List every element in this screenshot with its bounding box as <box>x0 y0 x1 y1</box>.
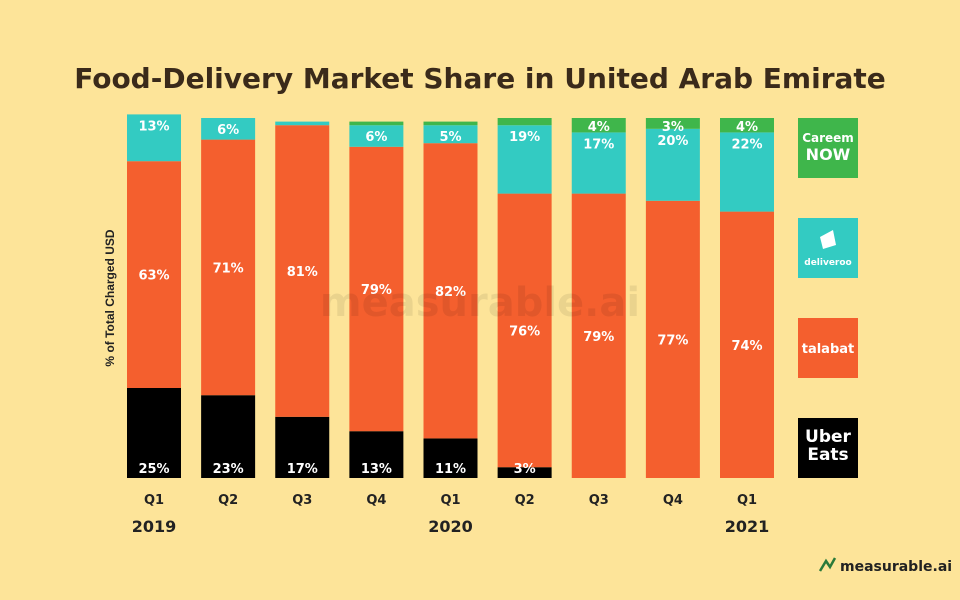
segment-label-ubereats-1: 23% <box>213 462 244 477</box>
bar-segment-deliveroo-4 <box>423 125 478 144</box>
bar-segment-careem-6 <box>571 118 626 133</box>
bar-segment-talabat-2 <box>275 125 330 417</box>
segment-label-deliveroo-1: 6% <box>217 123 239 138</box>
legend-swatch <box>798 418 858 478</box>
bar-segment-ubereats-0 <box>127 388 181 478</box>
x-tick-label-5: Q2 <box>515 493 535 508</box>
bars-group <box>127 114 774 479</box>
segment-label-deliveroo-3: 6% <box>365 130 387 145</box>
x-axis-labels-group: Q1 Q2 Q3 Q4 Q1 Q2 Q3 Q4 Q1 2019 2020 2021 <box>132 493 770 536</box>
x-tick-label-7: Q4 <box>663 493 683 508</box>
bar-segment-talabat-1 <box>201 139 256 396</box>
bar-segment-ubereats-2 <box>275 416 330 478</box>
deliveroo-kangaroo-icon <box>820 230 836 249</box>
bar-segment-ubereats-3 <box>349 431 404 478</box>
year-label-2021: 2021 <box>725 517 770 536</box>
bar-segment-talabat-5 <box>497 193 552 468</box>
segment-label-talabat-7: 77% <box>657 333 688 348</box>
measurable-logo-icon <box>818 557 837 572</box>
bar-segment-careem-5 <box>497 118 552 126</box>
segment-label-talabat-4: 82% <box>435 285 466 300</box>
bar-segment-careem-7 <box>645 118 700 129</box>
segment-label-talabat-3: 79% <box>361 283 392 298</box>
bar-segment-careem-3 <box>349 121 404 126</box>
legend-swatch <box>798 218 858 278</box>
bar-segment-deliveroo-7 <box>645 128 700 201</box>
year-label-2020: 2020 <box>428 517 473 536</box>
legend-label-line: Careem <box>802 131 854 145</box>
segment-label-talabat-0: 63% <box>138 269 169 284</box>
bar-segment-ubereats-1 <box>201 395 256 478</box>
x-tick-label-1: Q2 <box>218 493 238 508</box>
segment-label-careem-7: 3% <box>662 120 684 135</box>
legend-item-talabat: talabat <box>798 318 858 378</box>
segment-labels-group: 25% 63% 13% 23% 71% 6% 17% 81% 13% 79% 6% 11% 82% 5% 3… <box>138 119 762 477</box>
x-tick-label-3: Q4 <box>366 493 386 508</box>
bar-segment-deliveroo-5 <box>497 125 552 194</box>
bar-segment-careem-4 <box>423 121 478 126</box>
segment-label-talabat-8: 74% <box>731 339 762 354</box>
x-tick-label-8: Q1 <box>737 493 757 508</box>
bar-segment-deliveroo-8 <box>720 132 774 212</box>
x-tick-label-0: Q1 <box>144 493 164 508</box>
chart-title: Food-Delivery Market Share in United Ara… <box>74 62 886 95</box>
bar-segment-talabat-6 <box>571 193 626 478</box>
year-label-2019: 2019 <box>132 517 177 536</box>
segment-label-ubereats-0: 25% <box>138 462 169 477</box>
segment-label-deliveroo-0: 13% <box>138 119 169 134</box>
legend-swatch <box>798 118 858 178</box>
segment-label-deliveroo-5: 19% <box>509 130 540 145</box>
legend-label-line: Uber <box>805 427 852 447</box>
legend-label-line: NOW <box>806 145 851 164</box>
bar-segment-ubereats-4 <box>423 438 478 478</box>
segment-label-careem-8: 4% <box>736 120 758 135</box>
segment-label-talabat-6: 79% <box>583 330 614 345</box>
legend-item-deliveroo: deliveroo <box>798 218 858 278</box>
segment-label-careem-6: 4% <box>588 120 610 135</box>
legend-swatch <box>798 318 858 378</box>
bar-segment-talabat-3 <box>349 146 404 432</box>
segment-label-talabat-1: 71% <box>213 261 244 276</box>
footer-brand: measurable.ai <box>840 559 952 575</box>
footer-logo: measurable.ai <box>818 557 952 575</box>
bar-segment-deliveroo-3 <box>349 125 404 147</box>
bar-segment-deliveroo-6 <box>571 132 626 194</box>
bar-segment-careem-8 <box>720 118 774 133</box>
segment-label-talabat-2: 81% <box>287 265 318 280</box>
y-axis-label: % of Total Charged USD <box>103 229 117 366</box>
segment-label-talabat-5: 76% <box>509 324 540 339</box>
x-tick-label-4: Q1 <box>440 493 460 508</box>
bar-segment-talabat-8 <box>720 211 774 478</box>
bar-segment-talabat-4 <box>423 143 478 439</box>
segment-label-ubereats-2: 17% <box>287 462 318 477</box>
legend-label-line: Eats <box>807 445 848 465</box>
watermark: measurable.ai <box>320 280 640 326</box>
legend-label-line: deliveroo <box>804 258 852 268</box>
bar-segment-deliveroo-0 <box>127 114 181 162</box>
bar-segment-deliveroo-1 <box>201 118 256 140</box>
segment-label-ubereats-4: 11% <box>435 462 466 477</box>
segment-label-deliveroo-6: 17% <box>583 137 614 152</box>
segment-label-ubereats-3: 13% <box>361 462 392 477</box>
bar-segment-talabat-0 <box>127 161 181 388</box>
x-tick-label-2: Q3 <box>292 493 312 508</box>
segment-label-deliveroo-7: 20% <box>657 134 688 149</box>
x-tick-label-6: Q3 <box>589 493 609 508</box>
bar-segment-ubereats-5 <box>497 467 552 478</box>
bar-segment-talabat-7 <box>645 200 700 479</box>
segment-label-deliveroo-8: 22% <box>731 137 762 152</box>
segment-label-ubereats-5: 3% <box>514 462 536 477</box>
segment-label-deliveroo-4: 5% <box>439 130 461 145</box>
bar-segment-deliveroo-2 <box>275 121 330 126</box>
legend-label-line: talabat <box>802 342 855 357</box>
